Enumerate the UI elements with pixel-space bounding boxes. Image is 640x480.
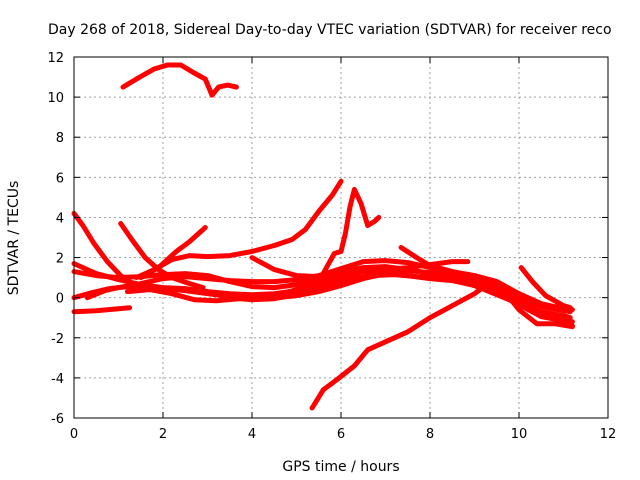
y-tick-label: 6: [56, 171, 64, 186]
x-tick-label: 10: [511, 427, 528, 442]
y-tick-label: 10: [47, 91, 64, 106]
y-tick-label: 12: [47, 51, 64, 66]
grid: [74, 57, 608, 418]
x-axis-label: GPS time / hours: [282, 459, 399, 475]
x-tick-label: 0: [70, 427, 78, 442]
series-line-s15: [398, 245, 575, 313]
ticks: [73, 56, 609, 419]
x-tick-label: 6: [337, 427, 345, 442]
series-line-s1: [120, 62, 239, 98]
x-tick-label: 8: [426, 427, 434, 442]
series-line-s10: [138, 225, 208, 281]
chart-title: Day 268 of 2018, Sidereal Day-to-day VTE…: [48, 22, 612, 38]
x-tick-label: 4: [248, 427, 256, 442]
series-line-s2: [309, 281, 491, 411]
y-tick-label: -2: [51, 332, 64, 347]
x-tick-label: 2: [159, 427, 167, 442]
series-line-s9: [133, 178, 344, 281]
y-tick-label: 8: [56, 131, 64, 146]
tick-labels: 0 2 4 6 8 10 12 -6 -4 -2 0 2 4 6 8 10 12: [47, 51, 616, 442]
y-tick-label: 0: [56, 292, 64, 307]
x-tick-label: 12: [600, 427, 617, 442]
data-series-group: [71, 62, 575, 411]
y-tick-label: -4: [51, 372, 64, 387]
y-tick-label: 4: [56, 211, 64, 226]
y-axis-label: SDTVAR / TECUs: [6, 181, 22, 296]
y-tick-label: 2: [56, 252, 64, 267]
series-line-s17: [249, 269, 575, 325]
series-line-s3: [71, 305, 133, 315]
y-tick-label: -6: [51, 412, 64, 427]
series-line-s16: [518, 265, 573, 311]
